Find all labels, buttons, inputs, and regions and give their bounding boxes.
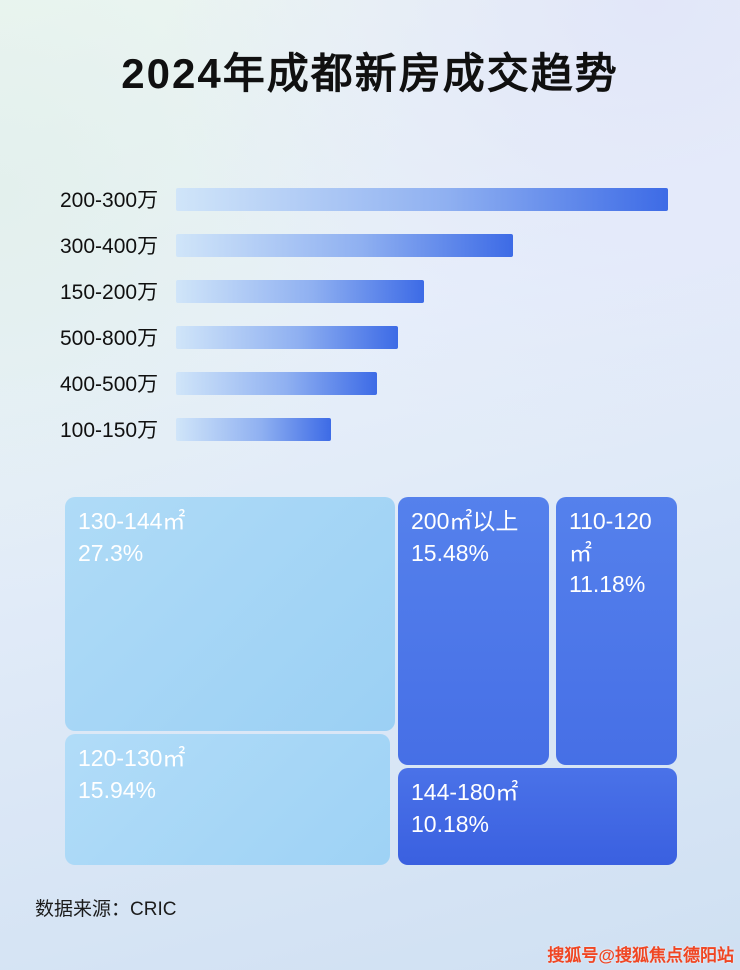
bar-row: 500-800万: [60, 314, 690, 360]
treemap-block-label: 130-144㎡: [78, 508, 186, 534]
bar-fill: [176, 279, 424, 303]
treemap-block-pct: 11.18%: [569, 571, 646, 598]
treemap-block-pct: 10.18%: [411, 810, 490, 837]
treemap-block-label: 110-120㎡: [569, 508, 652, 566]
bar-row: 300-400万: [60, 222, 690, 268]
bar-label: 200-300万: [60, 189, 159, 212]
bar-row: 200-300万: [60, 176, 690, 222]
bar-label: 500-800万: [60, 327, 159, 350]
bar-fill: [176, 233, 514, 257]
bar-label: 400-500万: [60, 373, 159, 396]
area-band-treemap: 130-144㎡ 27.3% 200㎡以上 15.48% 110-120㎡ 11…: [65, 497, 677, 865]
treemap-block-label: 144-180㎡: [411, 779, 519, 805]
price-band-bar-chart: 200-300万 300-400万 150-200万 500-800万 400-: [60, 176, 690, 452]
bar-label: 150-200万: [60, 281, 159, 304]
bar-track: [176, 417, 668, 441]
bar-label: 300-400万: [60, 235, 159, 258]
bar-label: 100-150万: [60, 419, 159, 442]
bar-track: [176, 233, 668, 257]
treemap-block-120-130: 120-130㎡ 15.94%: [65, 734, 390, 865]
treemap-block-144-180: 144-180㎡ 10.18%: [398, 768, 677, 865]
treemap-block-pct: 15.48%: [411, 539, 490, 566]
bar-track: [176, 325, 668, 349]
treemap-block-label: 200㎡以上: [411, 508, 519, 534]
bar-row: 100-150万: [60, 406, 690, 452]
bar-track: [176, 371, 668, 395]
bar-row: 400-500万: [60, 360, 690, 406]
bar-row: 150-200万: [60, 268, 690, 314]
treemap-block-110-120: 110-120㎡ 11.18%: [556, 497, 677, 765]
bar-track: [176, 187, 668, 211]
page-title: 2024年成都新房成交趋势: [121, 50, 619, 97]
bar-fill: [176, 417, 331, 441]
treemap-block-130-144: 130-144㎡ 27.3%: [65, 497, 395, 731]
watermark-souhu: 搜狐号@搜狐焦点德阳站: [547, 946, 734, 965]
treemap-block-200-plus: 200㎡以上 15.48%: [398, 497, 549, 765]
bar-fill: [176, 187, 668, 211]
bar-track: [176, 279, 668, 303]
bar-fill: [176, 325, 399, 349]
treemap-block-pct: 15.94%: [78, 776, 157, 803]
treemap-block-pct: 27.3%: [78, 539, 144, 566]
bar-fill: [176, 371, 378, 395]
treemap-block-label: 120-130㎡: [78, 745, 186, 771]
data-source-note: 数据来源：CRIC: [35, 899, 177, 920]
